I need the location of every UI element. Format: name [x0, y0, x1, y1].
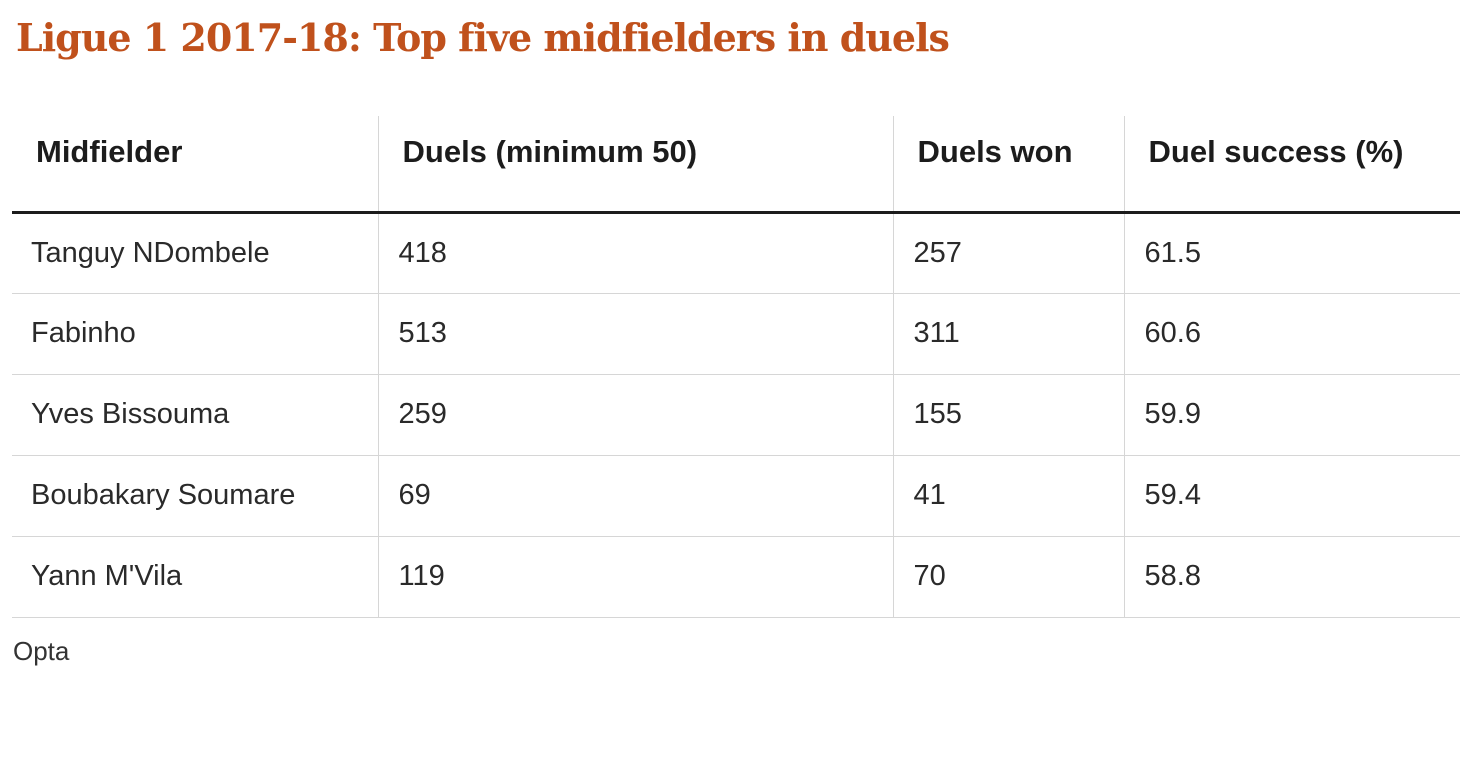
- cell-midfielder: Yves Bissouma: [12, 374, 378, 456]
- cell-duel-success: 58.8: [1123, 536, 1460, 618]
- table-row: Yves Bissouma 259 155 59.9: [12, 374, 1460, 456]
- column-header-duels-won: Duels won: [892, 116, 1124, 214]
- cell-midfielder: Yann M'Vila: [12, 536, 378, 618]
- table-header: Midfielder Duels (minimum 50) Duels won …: [12, 116, 1460, 214]
- cell-duels-won: 257: [892, 212, 1124, 294]
- cell-midfielder: Boubakary Soumare: [12, 455, 378, 537]
- table-row: Boubakary Soumare 69 41 59.4: [12, 455, 1460, 537]
- data-table: Midfielder Duels (minimum 50) Duels won …: [12, 116, 1460, 618]
- cell-duels-won: 41: [892, 455, 1124, 537]
- cell-midfielder: Tanguy NDombele: [12, 212, 378, 294]
- cell-duels-won: 70: [892, 536, 1124, 618]
- cell-duel-success: 59.9: [1123, 374, 1460, 456]
- column-header-duel-success: Duel success (%): [1123, 116, 1460, 214]
- cell-duels: 119: [377, 536, 893, 618]
- table-title: Ligue 1 2017-18: Top five midfielders in…: [16, 15, 950, 60]
- cell-duel-success: 60.6: [1123, 293, 1460, 375]
- table-row: Tanguy NDombele 418 257 61.5: [12, 212, 1460, 294]
- cell-duel-success: 61.5: [1123, 212, 1460, 294]
- cell-duels: 259: [377, 374, 893, 456]
- table-body: Tanguy NDombele 418 257 61.5 Fabinho 513…: [12, 212, 1460, 618]
- table-row: Fabinho 513 311 60.6: [12, 293, 1460, 375]
- column-header-midfielder: Midfielder: [12, 116, 378, 214]
- cell-duels: 513: [377, 293, 893, 375]
- cell-duels-won: 311: [892, 293, 1124, 375]
- table-container: Midfielder Duels (minimum 50) Duels won …: [12, 116, 1460, 618]
- cell-duels-won: 155: [892, 374, 1124, 456]
- source-note: Opta: [13, 636, 70, 666]
- table-row: Yann M'Vila 119 70 58.8: [12, 536, 1460, 618]
- header-row: Midfielder Duels (minimum 50) Duels won …: [12, 116, 1460, 214]
- cell-duels: 69: [377, 455, 893, 537]
- column-header-duels: Duels (minimum 50): [377, 116, 893, 214]
- cell-duels: 418: [377, 212, 893, 294]
- cell-duel-success: 59.4: [1123, 455, 1460, 537]
- cell-midfielder: Fabinho: [12, 293, 378, 375]
